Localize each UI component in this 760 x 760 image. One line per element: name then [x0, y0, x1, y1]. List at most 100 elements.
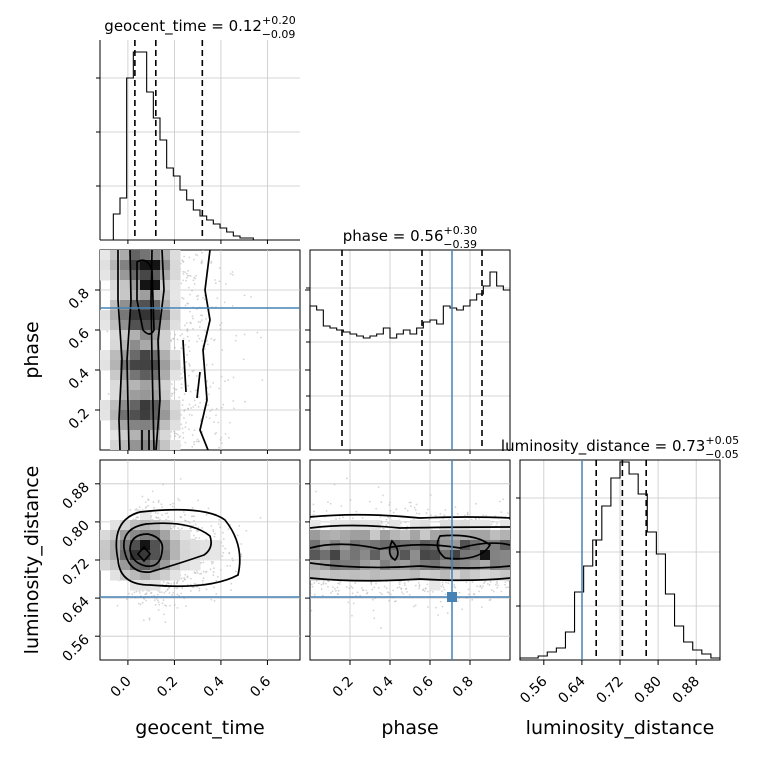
sample-point: [371, 598, 374, 601]
sample-point: [213, 535, 216, 538]
sample-point: [157, 501, 160, 504]
density-cell: [110, 380, 121, 391]
sample-point: [423, 590, 426, 592]
sample-point: [335, 518, 337, 520]
density-cell: [490, 560, 501, 571]
sample-point: [176, 581, 178, 584]
sample-point: [182, 297, 185, 300]
density-cell: [170, 570, 181, 581]
sample-point: [161, 602, 164, 605]
x-tick-label: 0.64: [555, 673, 588, 706]
sample-point: [207, 404, 209, 406]
sample-point: [153, 594, 156, 597]
sample-point: [203, 329, 206, 332]
density-cell: [150, 260, 161, 271]
sample-point: [220, 436, 223, 439]
sample-point: [116, 604, 119, 607]
y-tick-label: 0.8: [66, 286, 93, 313]
sample-point: [454, 506, 457, 509]
sample-point: [399, 580, 402, 583]
density-cell: [100, 310, 111, 321]
sample-point: [200, 369, 203, 371]
sample-point: [224, 283, 227, 285]
sample-point: [484, 580, 487, 583]
sample-point: [236, 534, 239, 537]
sample-point: [164, 621, 167, 624]
density-cell: [430, 550, 441, 561]
density-cell: [160, 310, 171, 321]
sample-point: [386, 591, 389, 594]
density-cell: [310, 520, 321, 531]
density-cell: [150, 290, 161, 301]
sample-point: [443, 514, 446, 517]
density-cell: [410, 520, 421, 531]
sample-point: [193, 429, 196, 432]
sample-point: [476, 585, 479, 588]
sample-point: [322, 581, 325, 584]
density-cell: [370, 570, 381, 581]
density-cell: [320, 550, 331, 561]
axis-frame: [309, 249, 511, 451]
density-cell: [440, 570, 451, 581]
sample-point: [138, 506, 141, 509]
sample-point: [418, 585, 421, 588]
sample-point: [136, 516, 139, 519]
sample-point: [228, 551, 231, 554]
density-cell: [140, 340, 151, 351]
density-cell: [430, 580, 441, 591]
sample-point: [138, 590, 141, 592]
density-cell: [480, 520, 491, 531]
density-cell: [380, 570, 391, 581]
sample-point: [312, 514, 315, 516]
sample-point: [189, 321, 192, 324]
sample-point: [313, 582, 316, 584]
sample-point: [157, 609, 160, 612]
density-cell: [140, 380, 151, 391]
sample-point: [348, 587, 351, 590]
sample-point: [180, 577, 183, 580]
sample-point: [388, 501, 391, 504]
sample-point: [173, 391, 176, 394]
density-cell: [140, 510, 151, 521]
sample-point: [190, 577, 192, 580]
sample-point: [220, 541, 223, 544]
sample-point: [187, 520, 190, 523]
density-cell: [130, 580, 141, 591]
density-cell: [120, 540, 131, 551]
sample-point: [466, 513, 469, 515]
sample-point: [349, 499, 352, 501]
sample-point: [238, 524, 241, 527]
sample-point: [213, 532, 216, 535]
sample-point: [216, 297, 219, 300]
density-cell: [110, 430, 121, 441]
sample-point: [441, 581, 444, 584]
sample-point: [188, 428, 190, 431]
density-cell: [420, 550, 431, 561]
sample-point: [326, 501, 329, 504]
sample-point: [212, 586, 215, 589]
density-cell: [470, 570, 481, 581]
sample-point: [385, 524, 388, 526]
density-cell: [140, 440, 151, 450]
sample-point: [186, 275, 189, 277]
sample-point: [180, 423, 183, 426]
sample-point: [188, 363, 191, 365]
sample-point: [183, 393, 186, 396]
density-cell: [130, 410, 141, 421]
sample-point: [188, 339, 191, 342]
density-cell: [190, 550, 201, 561]
sample-point: [201, 579, 204, 582]
sample-point: [370, 582, 373, 584]
sample-point: [435, 606, 437, 609]
density-cell: [140, 310, 151, 321]
density-cell: [150, 400, 161, 411]
sample-point: [398, 581, 400, 583]
sample-point: [234, 570, 237, 573]
sample-point: [193, 283, 196, 285]
sample-point: [145, 505, 148, 508]
density-cell: [160, 410, 171, 421]
sample-point: [406, 525, 409, 528]
sample-point: [504, 581, 507, 584]
sample-point: [242, 358, 245, 361]
density-cell: [150, 270, 161, 281]
